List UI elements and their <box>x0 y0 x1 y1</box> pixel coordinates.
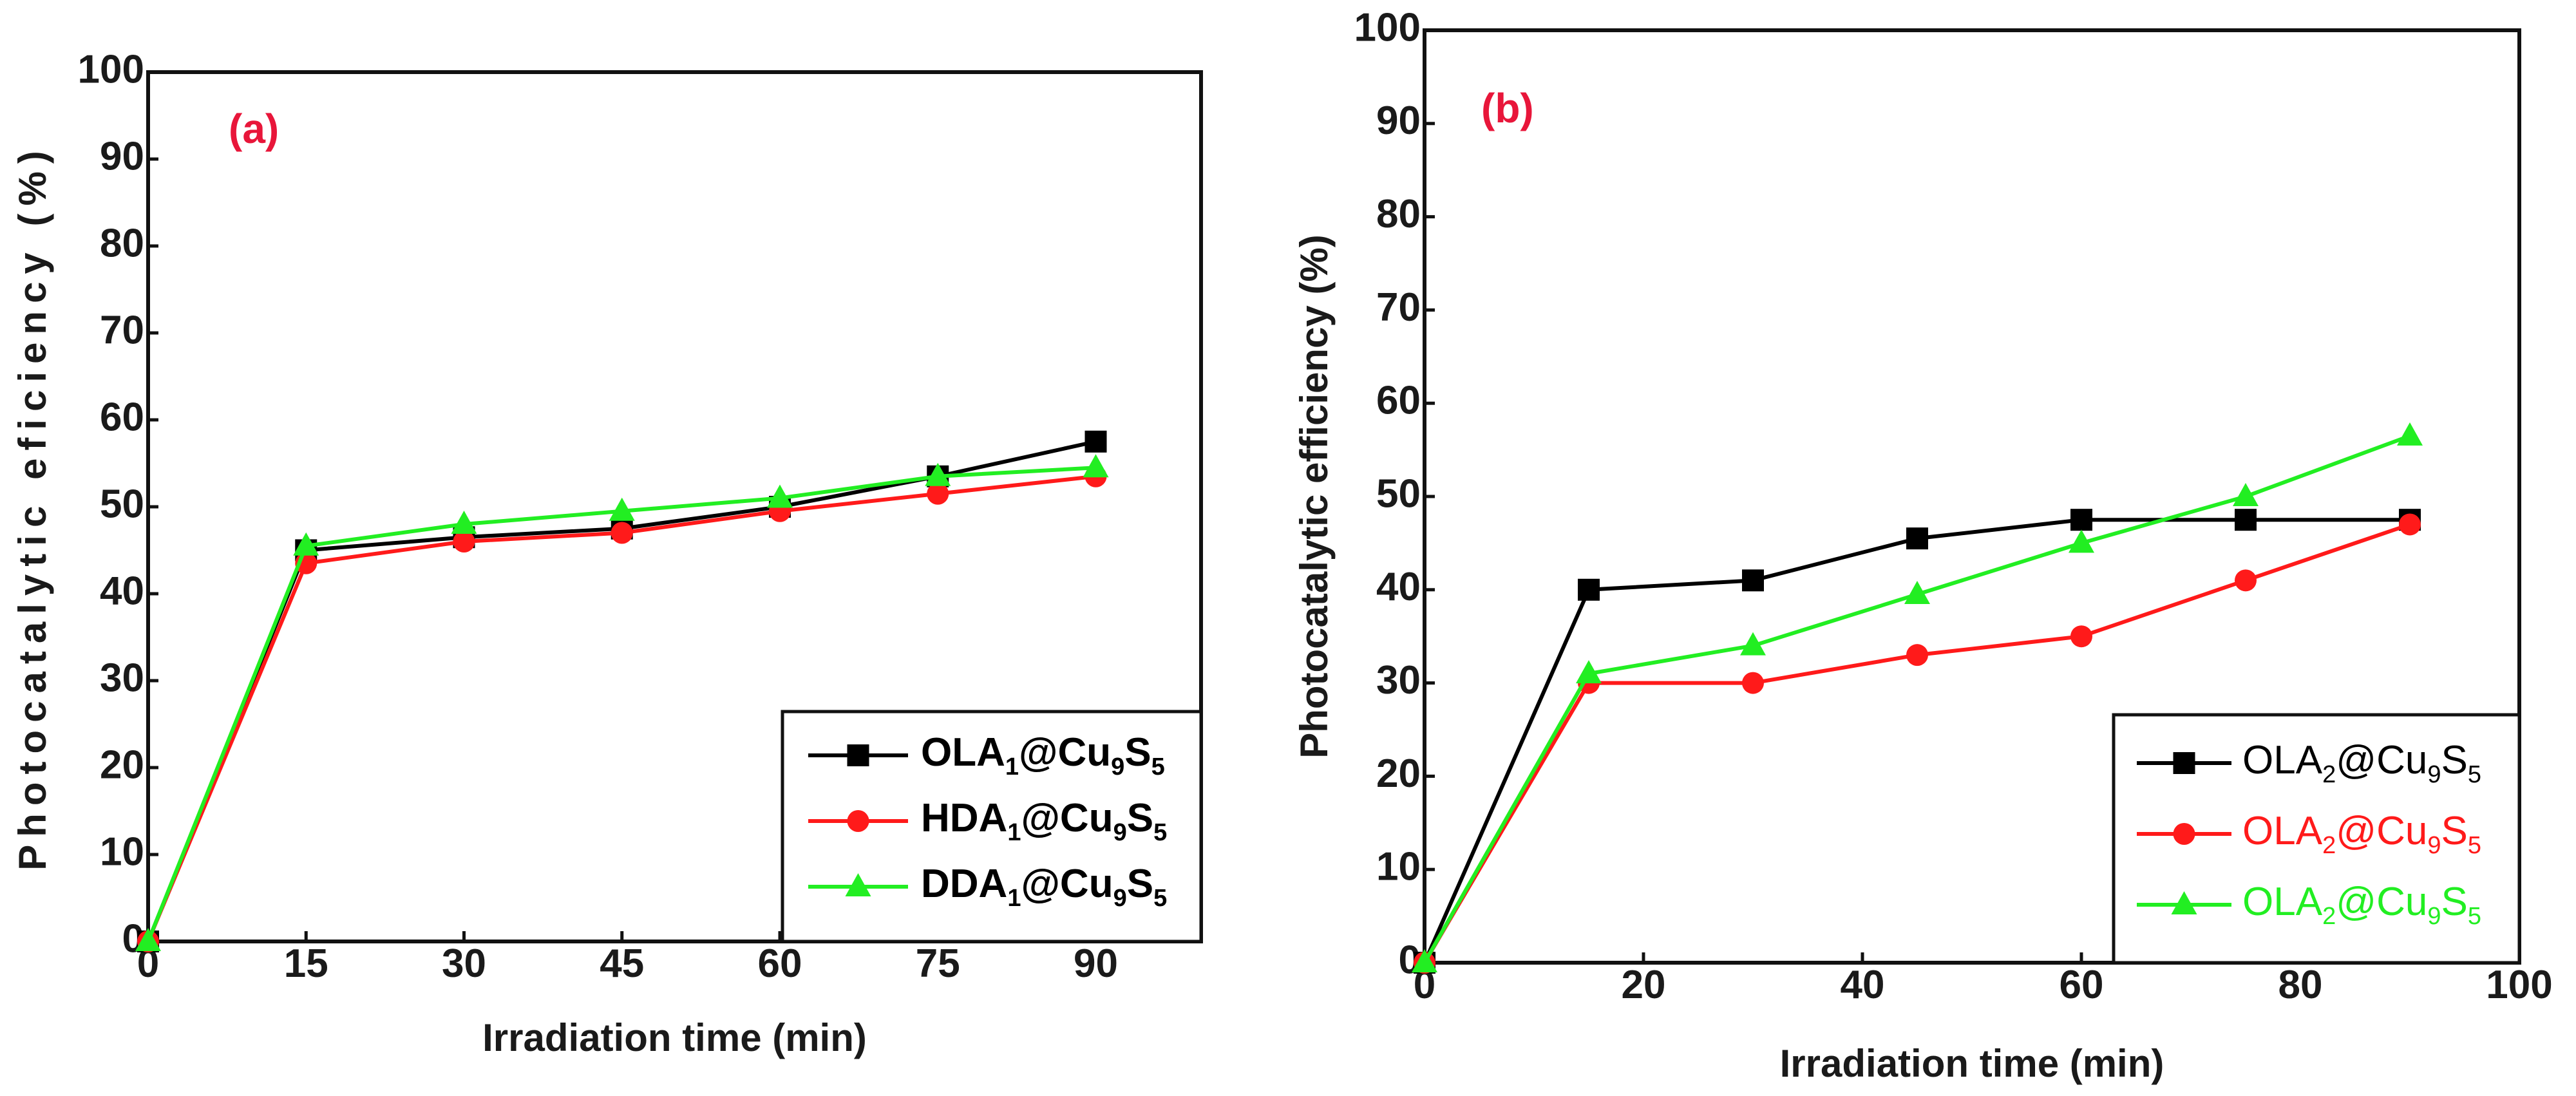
data-point-s1-2 <box>1742 569 1764 592</box>
y-axis-title: Photocatalytic efficiency (%) <box>1293 234 1336 759</box>
y-tick-label: 30 <box>1376 658 1421 703</box>
y-tick-label: 100 <box>1354 5 1421 50</box>
data-point-s2-5 <box>2235 569 2257 592</box>
x-tick-label: 20 <box>1622 963 1666 1007</box>
panel-label: (b) <box>1481 85 1534 131</box>
legend-marker <box>845 873 871 896</box>
data-point-s1-5 <box>2235 509 2257 531</box>
y-tick-label: 10 <box>100 829 144 874</box>
y-tick-label: 80 <box>100 221 144 265</box>
y-tick-label: 50 <box>1376 471 1421 516</box>
data-point-s3-1 <box>1576 660 1602 684</box>
x-tick-label: 45 <box>600 941 644 986</box>
legend-label-1: OLA1@Cu9S5 <box>921 730 1165 780</box>
data-point-s2-3 <box>611 522 633 544</box>
data-point-s3-6 <box>1083 454 1109 478</box>
data-point-s2-5 <box>927 482 949 505</box>
y-tick-label: 70 <box>1376 285 1421 330</box>
data-point-s2-3 <box>1906 644 1928 666</box>
legend: OLA2@Cu9S5 OLA2@Cu9S5 OLA2@Cu9S5 <box>2112 713 2521 965</box>
legend-label-1: OLA2@Cu9S5 <box>2242 738 2481 788</box>
legend-label-2: HDA1@Cu9S5 <box>921 796 1167 846</box>
y-tick-label: 60 <box>100 395 144 439</box>
y-tick-label: 30 <box>100 656 144 700</box>
y-tick-label: 20 <box>1376 751 1421 796</box>
legend-marker <box>2171 891 2197 914</box>
data-point-s3-5 <box>925 462 951 486</box>
data-point-s2-4 <box>2070 625 2092 648</box>
y-tick-label: 40 <box>100 569 144 613</box>
data-point-s2-2 <box>1742 672 1764 694</box>
legend-label-2: OLA2@Cu9S5 <box>2242 809 2481 859</box>
y-tick-label: 80 <box>1376 192 1421 236</box>
x-tick-label: 90 <box>1074 941 1118 986</box>
y-tick-label: 20 <box>100 742 144 787</box>
x-axis-title: Irradiation time (min) <box>1780 1042 2164 1085</box>
data-point-s1-6 <box>1084 430 1107 453</box>
data-point-s3-1 <box>293 532 319 556</box>
panel-label: (a) <box>229 106 279 152</box>
data-point-s1-3 <box>1906 527 1928 550</box>
data-point-s3-6 <box>2397 422 2423 446</box>
data-point-s3-4 <box>2069 529 2094 553</box>
y-tick-label: 90 <box>100 134 144 178</box>
data-point-s1-4 <box>2070 509 2092 531</box>
data-point-s2-6 <box>2399 513 2421 536</box>
x-tick-label: 60 <box>2060 963 2104 1007</box>
data-point-s3-0 <box>1412 949 1437 972</box>
y-tick-label: 100 <box>78 47 144 91</box>
x-tick-label: 30 <box>442 941 486 986</box>
data-point-s3-4 <box>767 484 793 508</box>
y-tick-label: 60 <box>1376 379 1421 423</box>
legend-marker <box>2173 823 2195 845</box>
data-point-s3-3 <box>609 497 635 521</box>
legend: OLA1@Cu9S5 HDA1@Cu9S5 DDA1@Cu9S5 <box>781 710 1203 943</box>
x-tick-label: 15 <box>284 941 328 986</box>
legend-label-3: DDA1@Cu9S5 <box>921 862 1167 912</box>
data-point-s3-3 <box>1904 581 1930 605</box>
y-tick-label: 10 <box>1376 845 1421 889</box>
x-axis-title: Irradiation time (min) <box>482 1016 867 1059</box>
x-tick-label: 100 <box>2486 963 2552 1007</box>
legend-label-3: OLA2@Cu9S5 <box>2242 880 2481 930</box>
data-point-s3-2 <box>451 511 477 534</box>
x-tick-label: 40 <box>1841 963 1885 1007</box>
legend-marker <box>2173 752 2195 774</box>
y-axis-title: Photocatalytic eficiency (%) <box>11 143 54 871</box>
y-tick-label: 50 <box>100 482 144 526</box>
data-point-s1-1 <box>1578 578 1600 601</box>
data-point-s2-2 <box>453 531 475 553</box>
legend-marker <box>847 810 869 832</box>
legend-marker <box>847 744 869 766</box>
y-tick-label: 40 <box>1376 565 1421 609</box>
y-tick-label: 70 <box>100 308 144 352</box>
y-tick-label: 90 <box>1376 99 1421 143</box>
data-point-s3-0 <box>135 928 161 951</box>
data-point-s3-5 <box>2233 483 2259 506</box>
x-tick-label: 60 <box>758 941 802 986</box>
data-point-s3-2 <box>1740 632 1766 656</box>
x-tick-label: 75 <box>916 941 960 986</box>
x-tick-label: 80 <box>2278 963 2323 1007</box>
